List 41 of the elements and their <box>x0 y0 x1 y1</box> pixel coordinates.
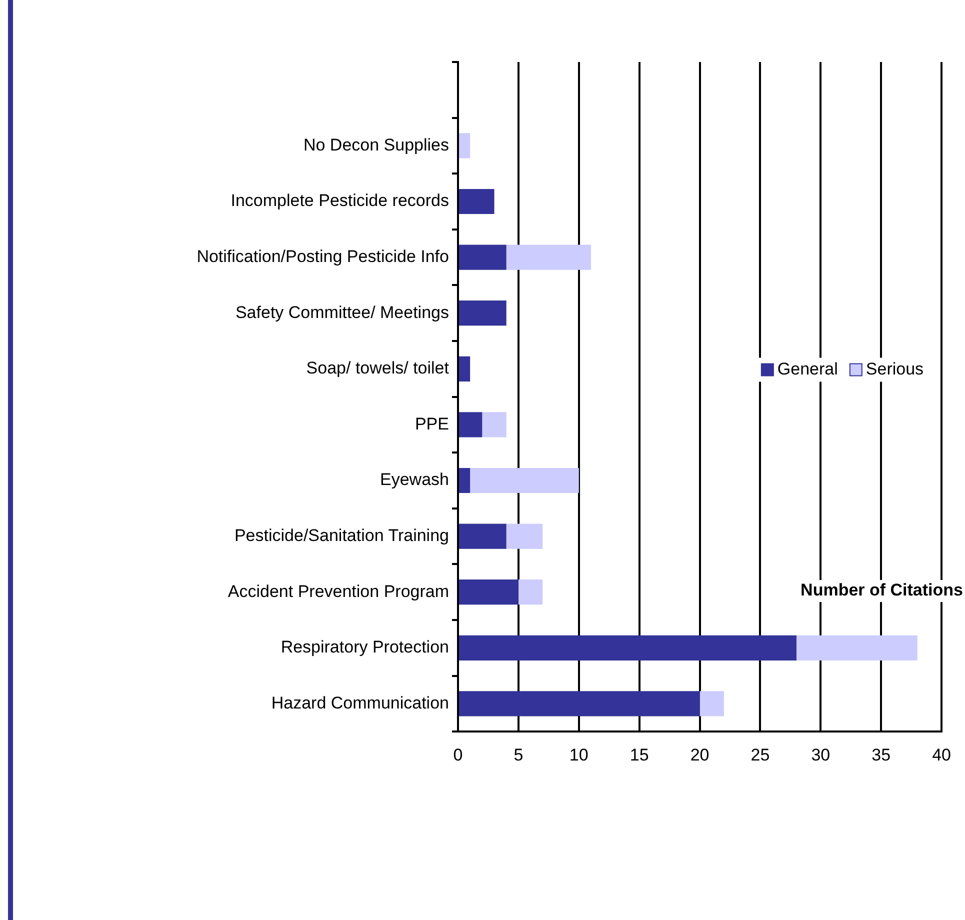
bar <box>518 580 543 605</box>
bar <box>700 691 724 716</box>
y-tick-label: Respiratory Protection <box>280 638 449 657</box>
legend-label: Serious <box>866 359 924 378</box>
y-tick-label: PPE <box>414 414 449 434</box>
x-tick-label: 20 <box>690 745 710 764</box>
bar <box>796 635 918 660</box>
x-tick-label: 10 <box>569 745 588 764</box>
x-tick-label: 0 <box>453 745 463 764</box>
x-tick-label: 25 <box>750 745 770 764</box>
x-tick-label: 15 <box>630 745 649 764</box>
bar <box>482 412 506 438</box>
y-tick-label: Eyewash <box>380 470 449 490</box>
bar <box>506 244 591 270</box>
y-tick-label: Hazard Communication <box>271 693 449 712</box>
bar <box>459 524 506 549</box>
bar <box>459 300 506 326</box>
x-tick-label: 30 <box>811 745 830 764</box>
bar <box>459 580 518 605</box>
x-tick-label: 35 <box>872 745 891 764</box>
bar <box>459 412 482 438</box>
y-tick-label: Safety Committee/ Meetings <box>235 302 449 322</box>
bar <box>470 468 579 494</box>
bar <box>459 188 494 214</box>
bar <box>459 468 470 494</box>
y-tick-label: No Decon Supplies <box>303 135 449 154</box>
y-tick-label: Soap/ towels/ toilet <box>306 358 450 378</box>
bar <box>506 524 543 549</box>
bar <box>459 635 796 660</box>
legend-label: General <box>777 359 838 378</box>
x-axis-title: Number of Citations <box>800 580 963 600</box>
y-tick-label: Pesticide/Sanitation Training <box>234 526 449 545</box>
bar <box>459 356 470 382</box>
y-tick-label: Incomplete Pesticide records <box>230 191 449 210</box>
x-tick-label: 40 <box>932 745 952 764</box>
y-tick-label: Accident Prevention Program <box>228 582 449 601</box>
y-tick-label: Notification/Posting Pesticide Info <box>196 246 449 266</box>
x-tick-label: 5 <box>514 745 524 764</box>
bar <box>459 133 470 158</box>
bar <box>459 244 506 270</box>
bar <box>459 691 700 716</box>
